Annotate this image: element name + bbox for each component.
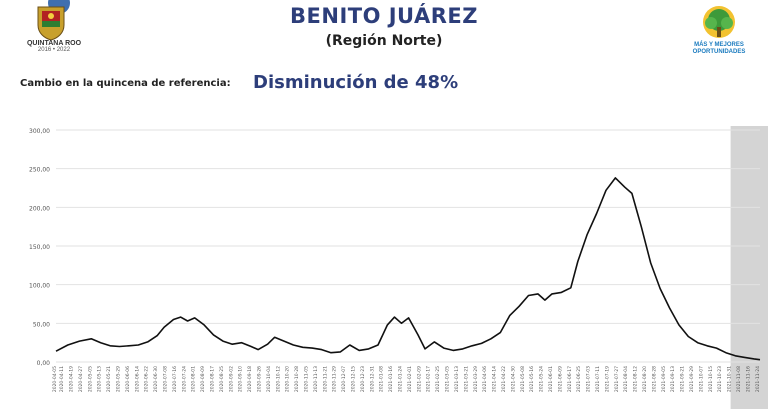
y-tick-label: 100,00	[29, 283, 50, 290]
x-tick-label: 2021-04-22	[501, 366, 507, 392]
x-tick-label: 2021-10-31	[727, 366, 733, 392]
y-tick-label: 300,00	[29, 128, 50, 135]
page-title: BENITO JUÁREZ	[290, 4, 478, 28]
x-tick-label: 2021-10-07	[698, 366, 704, 392]
x-tick-label: 2020-07-08	[162, 366, 168, 392]
x-tick-label: 2021-06-25	[576, 366, 582, 392]
x-tick-label: 2020-04-27	[78, 366, 84, 392]
x-tick-label: 2021-02-09	[416, 366, 422, 392]
x-tick-label: 2021-07-11	[595, 366, 601, 392]
x-tick-label: 2021-03-29	[473, 366, 479, 392]
x-tick-label: 2020-12-07	[341, 366, 347, 392]
page-subtitle: (Región Norte)	[325, 33, 443, 49]
x-tick-label: 2020-11-29	[332, 366, 338, 392]
line-chart: 0,00 50,00 100,00 150,00 200,00 250,00 300,00 2…	[29, 126, 768, 409]
x-tick-label: 2021-04-30	[510, 366, 516, 392]
x-tick-label: 2020-06-06	[125, 366, 131, 392]
x-tick-label: 2021-09-21	[680, 366, 686, 392]
x-tick-label: 2020-05-13	[97, 366, 103, 392]
x-tick-label: 2020-08-17	[209, 366, 215, 392]
x-tick-label: 2021-11-16	[745, 366, 751, 392]
x-tick-label: 2021-06-17	[567, 366, 573, 392]
x-tick-label: 2020-09-26	[257, 366, 263, 392]
x-tick-label: 2021-04-14	[492, 366, 498, 392]
x-tick-label: 2020-07-16	[172, 366, 178, 392]
x-tick-label: 2020-10-28	[294, 366, 300, 392]
x-tick-label: 2021-08-12	[633, 366, 639, 392]
x-tick-label: 2021-03-13	[454, 366, 460, 392]
x-tick-label: 2021-09-29	[689, 366, 695, 392]
series-line	[55, 177, 761, 361]
x-tick-label: 2021-01-08	[379, 366, 385, 392]
x-tick-label: 2020-09-18	[247, 366, 253, 392]
x-tick-label: 2021-08-04	[623, 366, 629, 392]
x-tick-label: 2020-05-29	[115, 366, 121, 392]
x-tick-label: 2020-04-05	[52, 366, 58, 392]
x-tick-label: 2020-05-05	[87, 366, 93, 392]
x-tick-label: 2021-05-08	[520, 366, 526, 392]
x-tick-label: 2021-06-01	[548, 366, 554, 392]
x-tick-label: 2020-11-13	[313, 366, 319, 392]
chart-area: 0,00 50,00 100,00 150,00 200,00 250,00 300,00 2…	[0, 118, 768, 409]
x-tick-label: 2021-01-24	[398, 366, 404, 392]
left-logo-line1: QUINTANA ROO	[26, 40, 82, 47]
x-tick-label: 2021-02-01	[407, 366, 413, 392]
x-tick-label: 2020-09-10	[238, 366, 244, 392]
x-tick-label: 2021-04-06	[482, 366, 488, 392]
y-tick-label: 50,00	[33, 321, 50, 328]
x-tick-label: 2020-06-22	[144, 366, 150, 392]
x-tick-label: 2020-08-01	[191, 366, 197, 392]
x-tick-label: 2021-06-09	[557, 366, 563, 392]
x-tick-label: 2021-10-15	[708, 366, 714, 392]
x-tick-label: 2020-10-04	[266, 366, 272, 392]
x-tick-label: 2020-11-21	[322, 366, 328, 392]
right-logo-text: MÁS Y MEJORES OPORTUNIDADES	[680, 42, 758, 56]
x-tick-label: 2021-05-16	[529, 366, 535, 392]
x-tick-label: 2020-09-02	[228, 366, 234, 392]
x-tick-label: 2020-06-14	[134, 366, 140, 392]
x-tick-label: 2020-05-21	[106, 366, 112, 392]
left-logo-text: QUINTANA ROO 2016 • 2022	[18, 40, 90, 54]
x-tick-label: 2021-05-24	[539, 366, 545, 392]
x-tick-label: 2020-12-23	[360, 366, 366, 392]
y-tick-label: 200,00	[29, 205, 50, 212]
x-tick-label: 2020-12-15	[351, 366, 357, 392]
x-tick-label: 2020-10-20	[285, 366, 291, 392]
y-tick-label: 150,00	[29, 244, 50, 251]
mas-y-mejores-oportunidades-tree-icon	[703, 6, 735, 38]
x-tick-label: 2021-10-23	[717, 366, 723, 392]
quintana-roo-seal-icon	[37, 6, 65, 41]
change-label: Cambio en la quincena de referencia:	[20, 78, 231, 89]
left-logo-line2: 2016 • 2022	[37, 47, 71, 53]
x-tick-label: 2020-04-11	[59, 366, 65, 392]
x-tick-label: 2021-07-19	[604, 366, 610, 392]
x-tick-label: 2021-02-17	[426, 366, 432, 392]
right-logo-line2: OPORTUNIDADES	[692, 49, 746, 55]
x-tick-label: 2020-08-25	[219, 366, 225, 392]
x-tick-label: 2021-08-20	[642, 366, 648, 392]
y-tick-label: 250,00	[29, 167, 50, 174]
right-logo-line1: MÁS Y MEJORES	[694, 42, 744, 48]
x-tick-label: 2021-07-03	[586, 366, 592, 392]
x-tick-label: 2021-11-24	[755, 366, 761, 392]
x-tick-label: 2020-11-05	[304, 366, 310, 392]
x-tick-label: 2021-09-05	[661, 366, 667, 392]
x-tick-label: 2020-10-12	[275, 366, 281, 392]
x-tick-label: 2021-01-16	[388, 366, 394, 392]
x-tick-label: 2020-04-19	[68, 366, 74, 392]
change-value: Disminución de 48%	[253, 72, 459, 93]
x-tick-label: 2020-07-24	[181, 366, 187, 392]
x-tick-label: 2021-03-21	[463, 366, 469, 392]
x-tick-label: 2020-06-30	[153, 366, 159, 392]
x-tick-label: 2020-08-09	[200, 366, 206, 392]
x-tick-label: 2021-08-28	[651, 366, 657, 392]
x-tick-label: 2021-07-27	[614, 366, 620, 392]
y-tick-label: 0,00	[37, 360, 51, 367]
x-tick-label: 2021-02-25	[435, 366, 441, 392]
x-tick-label: 2020-12-31	[369, 366, 375, 392]
x-tick-label: 2021-09-13	[670, 366, 676, 392]
x-tick-label: 2021-11-08	[736, 366, 742, 392]
x-tick-label: 2021-03-05	[445, 366, 451, 392]
